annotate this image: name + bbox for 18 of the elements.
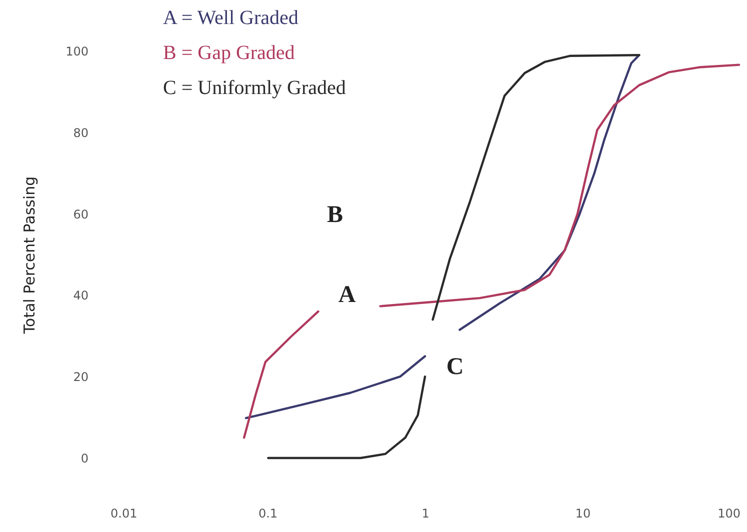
annotation: A xyxy=(338,282,356,308)
text: A = Well Graded xyxy=(163,7,298,29)
text: C = Uniformly Graded xyxy=(163,77,346,99)
x-tick-label: 0.1 xyxy=(258,506,278,520)
annotation: C xyxy=(446,354,464,380)
y-tick-label: 80 xyxy=(73,126,88,140)
annotation: B xyxy=(326,202,344,228)
y-tick-label: 20 xyxy=(73,370,88,384)
x-tick-label: 100 xyxy=(718,506,740,520)
y-axis-title: Total Percent Passing xyxy=(20,176,39,335)
x-tick-label: 0.01 xyxy=(110,506,138,520)
y-tick-label: 100 xyxy=(66,44,88,58)
y-tick-label: 0 xyxy=(80,452,88,466)
text: B = Gap Graded xyxy=(163,42,295,64)
x-tick-label: 10 xyxy=(575,506,591,520)
y-tick-label: 40 xyxy=(73,288,88,303)
y-tick-label: 60 xyxy=(73,207,88,222)
x-tick-label: 1 xyxy=(422,506,430,520)
